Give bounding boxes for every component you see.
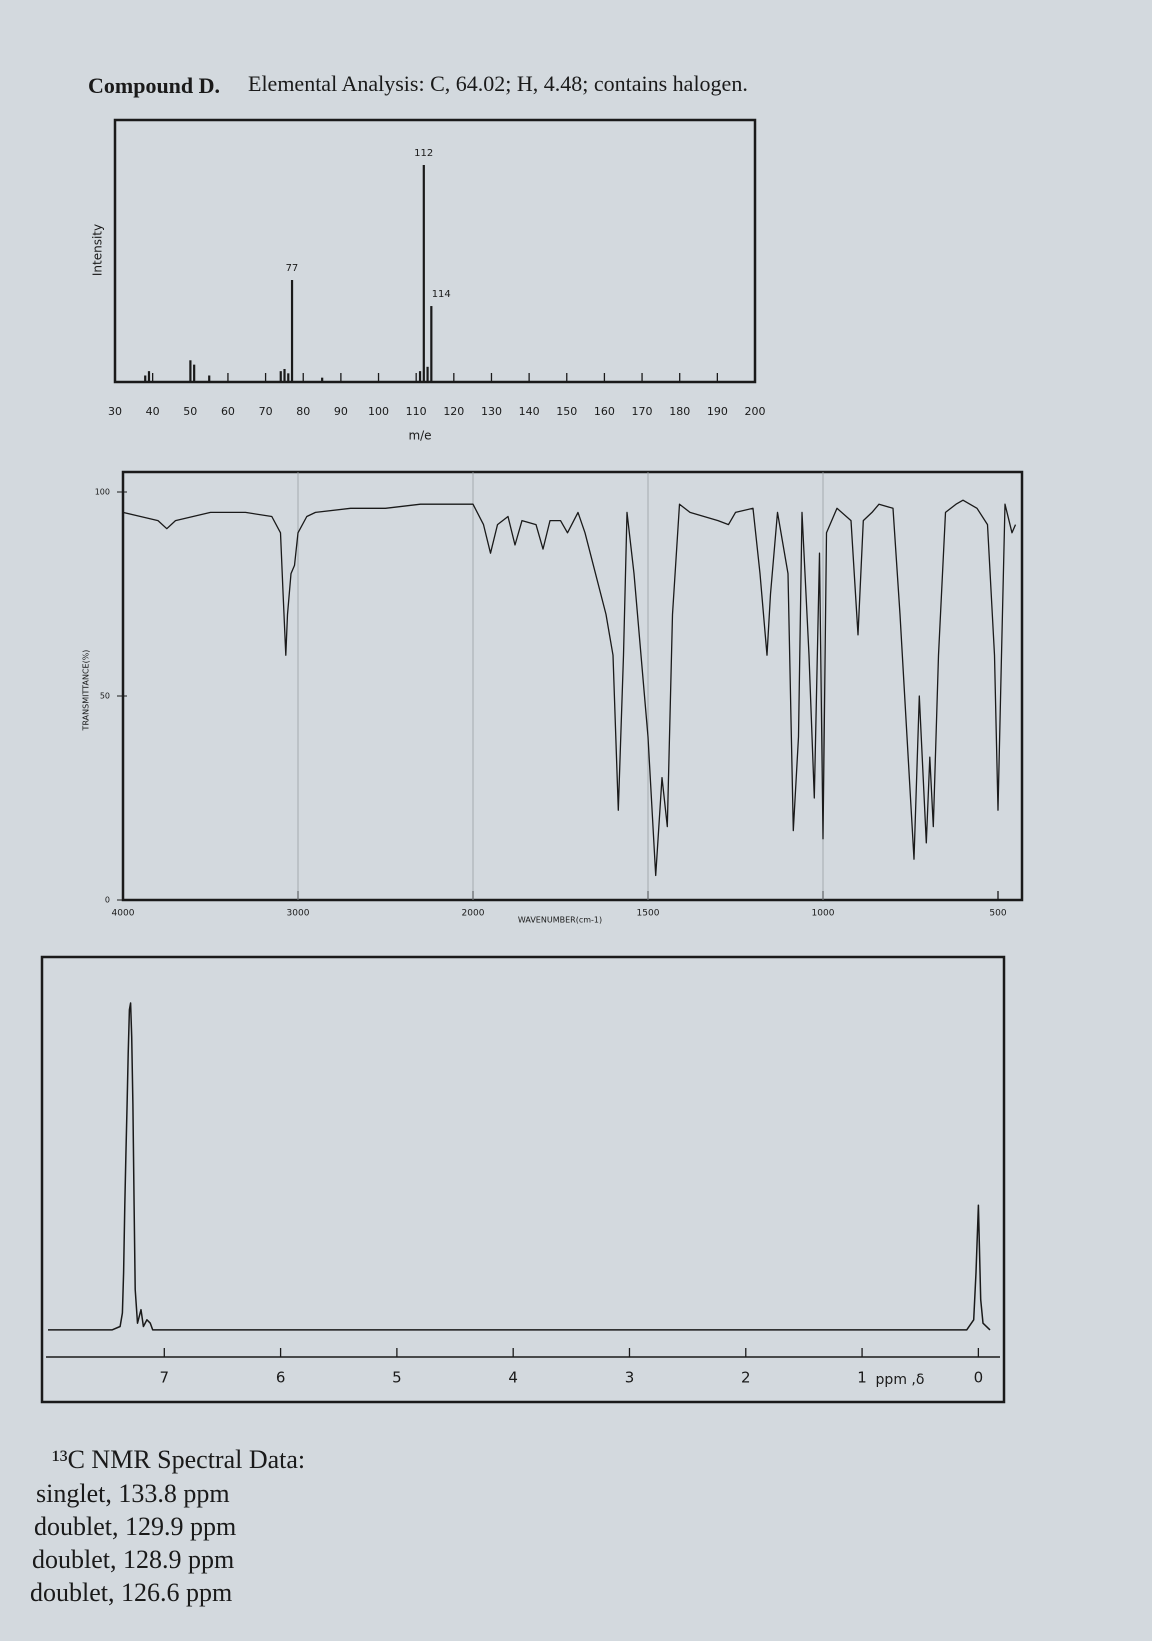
x-axis-label: WAVENUMBER(cm-1) — [518, 916, 602, 925]
x-tick-label: 6 — [276, 1369, 286, 1387]
x-tick-label: 4 — [508, 1369, 518, 1387]
cnmr-title: ¹³C NMR Spectral Data: — [52, 1445, 305, 1474]
plot-frame — [40, 955, 1006, 1404]
x-tick-label: 200 — [745, 405, 766, 418]
x-tick-label: 180 — [669, 405, 690, 418]
x-tick-label: 1500 — [637, 909, 660, 919]
x-tick-label: 120 — [443, 405, 464, 418]
x-tick-label: 1 — [857, 1369, 867, 1387]
analysis: Elemental Analysis: C, 64.02; H, 4.48; c… — [248, 71, 748, 96]
peak — [283, 368, 286, 382]
y-axis-label: TRANSMITTANCE(%) — [82, 650, 91, 732]
y-axis-label: Intensity — [91, 224, 105, 276]
x-tick-label: 0 — [974, 1369, 984, 1387]
x-tick-label: 5 — [392, 1369, 402, 1387]
y-tick-label: 0 — [105, 896, 110, 905]
x-axis-label: ppm ,δ — [876, 1372, 925, 1388]
x-tick-label: 110 — [406, 405, 427, 418]
peak — [147, 371, 151, 382]
x-tick-label: 50 — [183, 405, 197, 418]
x-tick-label: 40 — [146, 405, 160, 418]
x-tick-label: 100 — [368, 405, 389, 418]
x-tick-label: 80 — [296, 405, 310, 418]
x-tick-label: 3000 — [287, 909, 310, 919]
y-tick-label: 50 — [100, 692, 110, 701]
peak-label: 112 — [414, 148, 433, 159]
peak — [426, 366, 429, 382]
cnmr-line: doublet, 126.6 ppm — [30, 1578, 232, 1607]
peak-label: 77 — [286, 263, 299, 274]
peak — [418, 371, 422, 382]
peak — [144, 375, 147, 382]
x-tick-label: 150 — [556, 405, 577, 418]
compound-name: Compound D. — [88, 73, 220, 98]
peak — [193, 364, 196, 382]
spectrum-line — [122, 499, 1017, 877]
peak — [290, 280, 294, 382]
x-tick-label: 60 — [221, 405, 235, 418]
x-tick-label: 500 — [989, 909, 1006, 919]
peak — [279, 371, 282, 382]
x-tick-label: 3 — [625, 1369, 635, 1387]
x-tick-label: 160 — [594, 405, 615, 418]
x-tick-label: 140 — [519, 405, 540, 418]
spectrum-line — [48, 1002, 991, 1331]
x-tick-label: 7 — [160, 1369, 170, 1387]
x-tick-label: 1000 — [812, 909, 835, 919]
cnmr-line: doublet, 128.9 ppm — [32, 1545, 234, 1574]
peak — [321, 377, 324, 382]
peak — [422, 165, 425, 382]
x-tick-label: 2000 — [462, 909, 485, 919]
x-tick-label: 130 — [481, 405, 502, 418]
x-tick-label: 90 — [334, 405, 348, 418]
x-tick-label: 170 — [632, 405, 653, 418]
x-tick-label: 70 — [259, 405, 273, 418]
peak-label: 114 — [432, 289, 451, 300]
peak — [287, 373, 290, 382]
cnmr-line: doublet, 129.9 ppm — [34, 1512, 236, 1541]
x-tick-label: 2 — [741, 1369, 751, 1387]
x-axis-label: m/e — [408, 429, 431, 443]
peak — [189, 360, 192, 382]
x-tick-label: 190 — [707, 405, 728, 418]
cnmr-line: singlet, 133.8 ppm — [36, 1479, 230, 1508]
x-tick-label: 30 — [108, 405, 122, 418]
y-tick-label: 100 — [95, 488, 110, 497]
peak — [208, 375, 211, 382]
x-tick-label: 4000 — [112, 909, 135, 919]
peak — [430, 306, 433, 382]
plot-frame — [113, 118, 757, 384]
plot-frame — [121, 470, 1024, 902]
